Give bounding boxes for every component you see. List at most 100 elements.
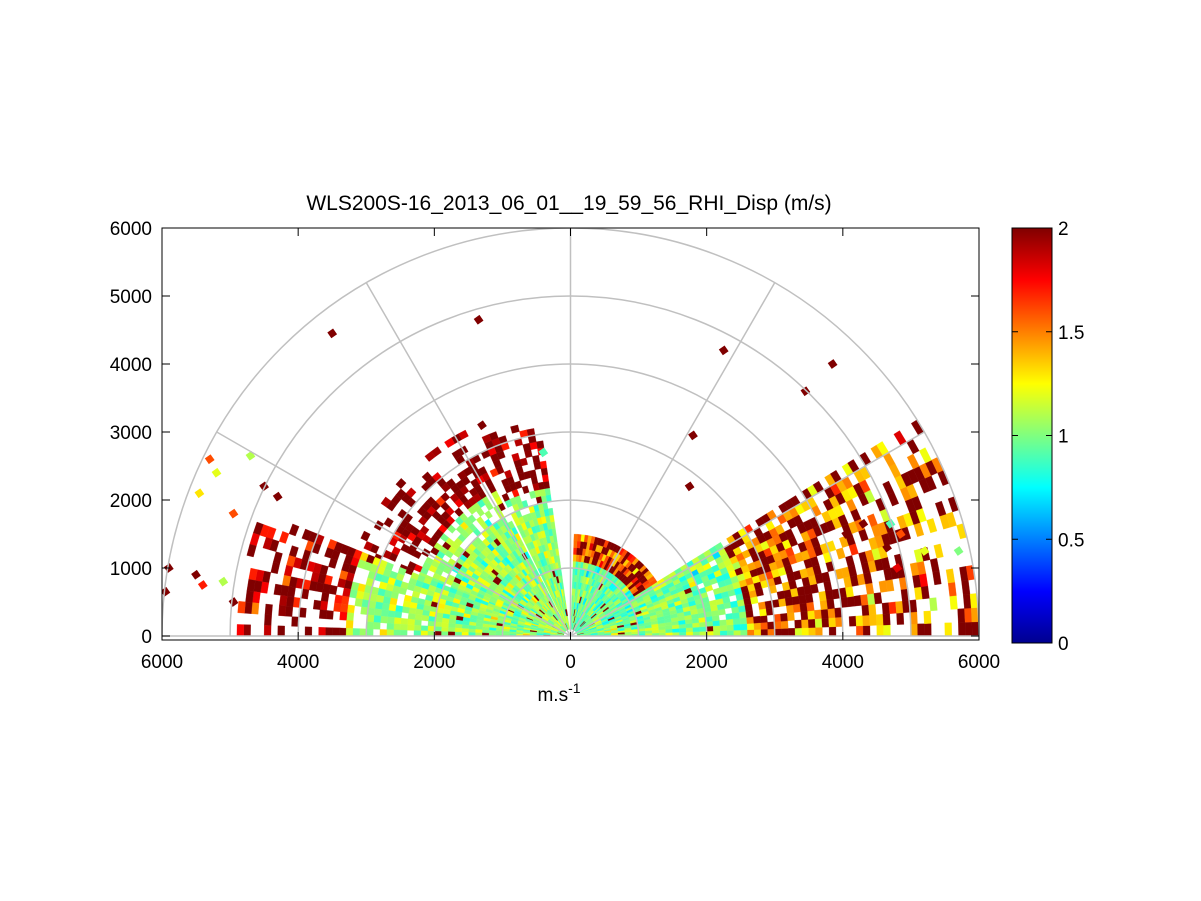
data-cell xyxy=(699,626,707,632)
data-cell xyxy=(826,598,835,610)
data-cell xyxy=(339,611,348,621)
data-cell xyxy=(964,607,973,623)
data-cell xyxy=(510,424,520,434)
colorbar-tick-label: 2 xyxy=(1058,219,1069,240)
data-cell xyxy=(712,620,721,627)
x-tick-label: 0 xyxy=(565,652,576,673)
data-cell xyxy=(888,601,897,614)
data-cell xyxy=(947,581,957,597)
data-cell xyxy=(421,615,430,622)
isolated-return xyxy=(892,563,903,573)
data-cell xyxy=(408,607,417,615)
data-cell xyxy=(896,612,905,625)
data-cell xyxy=(658,629,666,634)
data-cell xyxy=(572,581,575,589)
data-cell xyxy=(919,447,932,464)
data-cell xyxy=(875,614,884,626)
data-cell xyxy=(828,626,837,637)
data-cell xyxy=(733,623,741,631)
data-cell xyxy=(373,608,382,617)
data-cell xyxy=(380,609,389,617)
data-cell xyxy=(791,595,800,605)
data-cell xyxy=(382,596,391,605)
isolated-return xyxy=(191,569,201,580)
data-cell xyxy=(532,455,540,464)
isolated-return xyxy=(272,491,283,502)
data-cell xyxy=(325,627,333,637)
data-cell xyxy=(346,612,354,621)
isolated-return xyxy=(688,430,698,441)
data-cell xyxy=(780,620,789,629)
data-cell xyxy=(346,604,355,614)
data-cell xyxy=(509,631,517,635)
data-cell xyxy=(400,629,408,637)
data-cell xyxy=(760,628,769,637)
data-cell xyxy=(320,592,330,603)
data-cell xyxy=(788,628,796,637)
data-cell xyxy=(264,614,272,626)
data-cell xyxy=(388,603,397,612)
data-cell xyxy=(805,593,814,604)
data-cell xyxy=(400,623,408,631)
data-cell xyxy=(807,610,816,620)
data-cell xyxy=(285,596,295,608)
data-cell xyxy=(451,449,463,460)
data-cell xyxy=(867,513,878,527)
data-cell xyxy=(576,540,581,549)
data-cell xyxy=(488,630,496,634)
data-cell xyxy=(387,610,396,618)
data-cell xyxy=(342,587,351,598)
data-cell xyxy=(792,603,801,613)
data-cell xyxy=(767,621,775,630)
data-cell xyxy=(720,630,728,637)
data-cell xyxy=(424,451,436,462)
isolated-return xyxy=(162,586,171,597)
data-cell xyxy=(738,611,747,619)
data-cell xyxy=(808,627,816,637)
data-cell xyxy=(726,630,735,637)
isolated-return xyxy=(841,529,852,539)
data-cell xyxy=(359,628,367,637)
data-cell xyxy=(325,610,334,620)
data-cell xyxy=(719,619,727,626)
data-cell xyxy=(747,629,755,637)
data-cell xyxy=(332,627,340,637)
data-cell xyxy=(923,610,932,624)
data-cell xyxy=(434,621,443,628)
data-cell xyxy=(380,615,388,624)
data-cell xyxy=(522,442,532,452)
data-cell xyxy=(414,619,422,626)
data-cell xyxy=(262,537,273,550)
data-cell xyxy=(338,627,347,637)
data-cell xyxy=(511,452,520,462)
isolated-return xyxy=(538,447,549,458)
data-cell xyxy=(264,603,273,616)
data-cell xyxy=(536,440,545,449)
data-cell xyxy=(373,615,382,623)
data-cell xyxy=(861,604,870,616)
data-cell xyxy=(278,605,287,617)
isolated-return xyxy=(827,359,838,369)
isolated-return xyxy=(895,529,906,539)
data-cell xyxy=(719,624,728,631)
data-cell xyxy=(481,434,492,444)
data-cell xyxy=(333,602,342,612)
data-cell xyxy=(246,544,257,558)
data-cell xyxy=(862,614,871,626)
data-cell xyxy=(917,623,925,637)
data-cell xyxy=(237,601,246,614)
data-cell xyxy=(501,492,510,502)
isolated-return xyxy=(211,467,222,478)
data-cell xyxy=(862,625,871,637)
polar-grid xyxy=(162,228,979,637)
x-tick-label: 2000 xyxy=(686,652,728,673)
data-cell xyxy=(263,625,272,637)
data-cell xyxy=(541,474,549,483)
y-tick-label: 2000 xyxy=(110,491,152,512)
data-cell xyxy=(427,625,435,632)
data-cell xyxy=(799,602,808,612)
data-cell xyxy=(352,628,360,637)
data-cell xyxy=(753,622,762,630)
data-cell xyxy=(732,618,741,625)
data-cell xyxy=(572,574,575,582)
